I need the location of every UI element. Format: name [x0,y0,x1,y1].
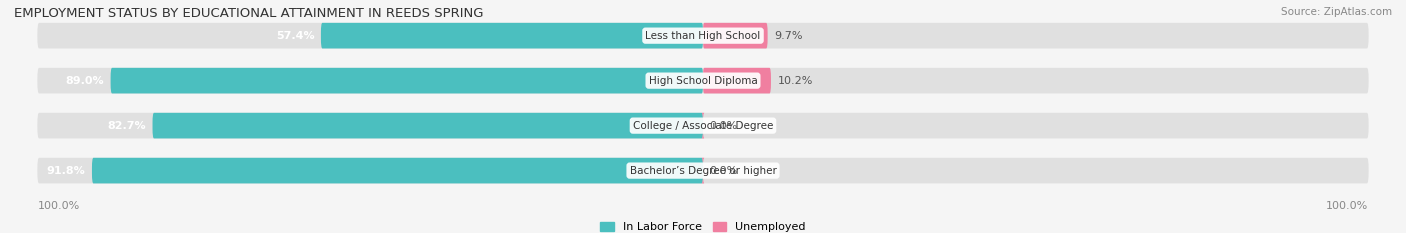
FancyBboxPatch shape [38,23,1368,48]
FancyBboxPatch shape [703,23,768,48]
Text: 100.0%: 100.0% [1326,201,1368,211]
FancyBboxPatch shape [703,68,770,93]
FancyBboxPatch shape [152,113,703,138]
Text: 100.0%: 100.0% [38,201,80,211]
Text: 0.0%: 0.0% [710,166,738,176]
Legend: In Labor Force, Unemployed: In Labor Force, Unemployed [600,222,806,232]
FancyBboxPatch shape [702,158,704,183]
Text: 57.4%: 57.4% [276,31,315,41]
FancyBboxPatch shape [38,158,1368,183]
Text: 91.8%: 91.8% [46,166,86,176]
FancyBboxPatch shape [321,23,703,48]
Text: 0.0%: 0.0% [710,121,738,131]
Text: 82.7%: 82.7% [107,121,146,131]
FancyBboxPatch shape [91,158,703,183]
Text: Source: ZipAtlas.com: Source: ZipAtlas.com [1281,7,1392,17]
Text: Bachelor’s Degree or higher: Bachelor’s Degree or higher [630,166,776,176]
Text: 89.0%: 89.0% [65,76,104,86]
FancyBboxPatch shape [111,68,703,93]
FancyBboxPatch shape [38,68,1368,93]
Text: EMPLOYMENT STATUS BY EDUCATIONAL ATTAINMENT IN REEDS SPRING: EMPLOYMENT STATUS BY EDUCATIONAL ATTAINM… [14,7,484,20]
Text: High School Diploma: High School Diploma [648,76,758,86]
FancyBboxPatch shape [702,113,704,138]
Text: Less than High School: Less than High School [645,31,761,41]
FancyBboxPatch shape [38,113,1368,138]
Text: 9.7%: 9.7% [775,31,803,41]
Text: 10.2%: 10.2% [778,76,813,86]
Text: College / Associate Degree: College / Associate Degree [633,121,773,131]
